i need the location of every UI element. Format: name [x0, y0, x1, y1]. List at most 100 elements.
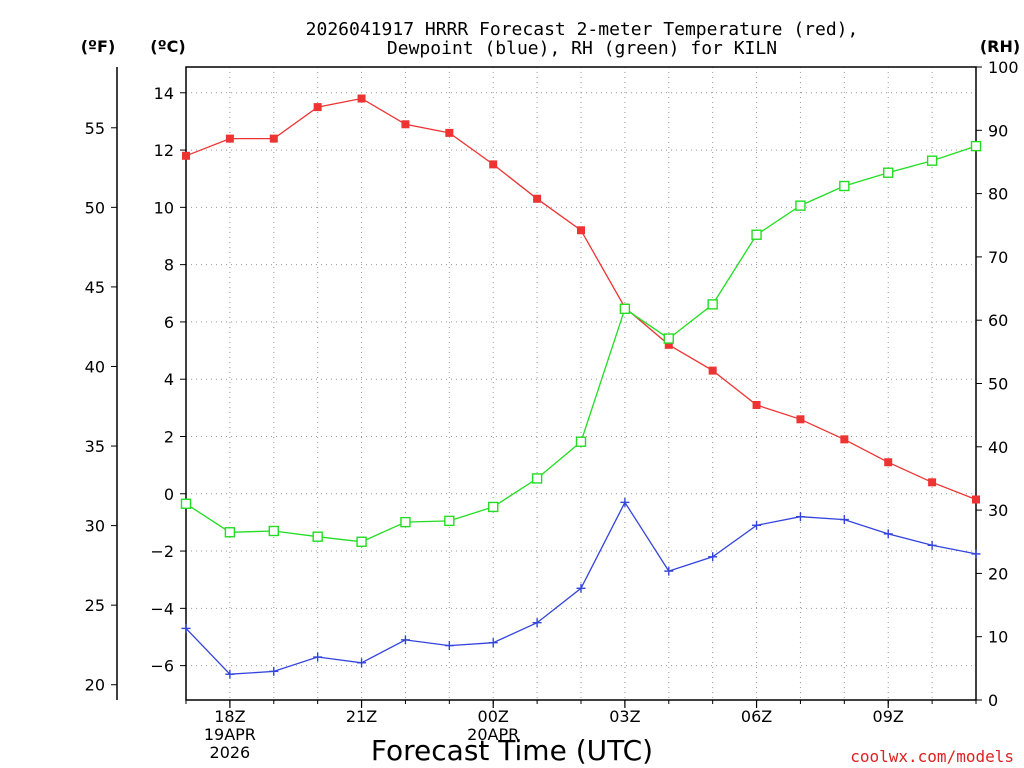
celsius-tick-label: 0 — [164, 485, 174, 504]
x-tick-label: 21Z — [346, 707, 377, 726]
data-point — [225, 669, 235, 679]
data-point — [182, 151, 190, 160]
data-point — [313, 652, 323, 662]
fahrenheit-tick-label: 35 — [85, 437, 105, 456]
data-point — [972, 495, 980, 504]
data-point — [752, 400, 761, 409]
data-point — [707, 299, 718, 310]
data-point — [445, 128, 454, 137]
data-point — [488, 501, 499, 513]
plot-frame — [185, 66, 977, 701]
data-point — [444, 515, 455, 527]
celsius-tick-label: 6 — [164, 313, 174, 332]
data-point — [927, 540, 937, 550]
data-point — [795, 512, 805, 522]
data-point — [575, 436, 587, 447]
rh-unit-label: (RH) — [980, 37, 1020, 56]
rh-tick-label: 0 — [988, 691, 998, 710]
data-point — [531, 473, 543, 484]
celsius-tick-label: −2 — [150, 542, 174, 561]
rh-tick-label: 30 — [988, 501, 1008, 520]
x-tick-label: 03Z — [609, 707, 640, 726]
data-point — [884, 458, 893, 467]
data-point — [971, 549, 981, 559]
celsius-tick-label: 8 — [164, 256, 174, 275]
data-point — [400, 516, 411, 528]
data-point — [664, 566, 674, 576]
data-point — [795, 200, 806, 211]
data-point — [356, 536, 367, 547]
data-point — [926, 155, 938, 166]
celsius-tick-label: −6 — [150, 657, 174, 676]
x-axis-label: Forecast Time (UTC) — [371, 734, 653, 767]
fahrenheit-unit-label: (ºF) — [81, 37, 116, 56]
data-point — [708, 366, 717, 375]
data-point — [752, 520, 762, 530]
data-point — [970, 140, 982, 152]
data-point — [268, 525, 279, 537]
data-point — [620, 497, 630, 507]
rh-tick-label: 40 — [988, 438, 1008, 457]
series-dewpoint — [181, 497, 981, 679]
x-tick-label: 18Z — [214, 707, 245, 726]
celsius-tick-label: 10 — [154, 198, 174, 217]
rh-tick-label: 90 — [988, 121, 1008, 140]
rh-tick-label: 50 — [988, 375, 1008, 394]
chart-title-line-2: Dewpoint (blue), RH (green) for KILN — [387, 38, 777, 59]
celsius-tick-label: 2 — [164, 427, 174, 446]
data-point — [664, 340, 673, 349]
data-point — [312, 531, 323, 542]
x-tick-sublabel: 19APR — [204, 725, 256, 744]
data-point — [840, 435, 849, 444]
axes: 14121086420−2−4−655504540353025201009080… — [85, 58, 1019, 762]
data-point — [577, 226, 585, 235]
fahrenheit-tick-label: 20 — [85, 676, 105, 695]
credit-label: coolwx.com/models — [850, 747, 1014, 766]
series-2-meter-temperature — [182, 94, 980, 504]
data-point — [533, 194, 542, 203]
data-point — [928, 478, 937, 487]
data-point — [269, 666, 279, 676]
data-point — [357, 658, 367, 668]
data-point — [180, 498, 192, 509]
chart-title-line-1: 2026041917 HRRR Forecast 2-meter Tempera… — [306, 19, 859, 40]
celsius-tick-label: 12 — [154, 141, 174, 160]
data-point — [708, 552, 718, 562]
data-point — [619, 303, 631, 315]
rh-tick-label: 70 — [988, 248, 1008, 267]
data-point — [489, 160, 498, 169]
data-point — [796, 415, 805, 424]
rh-tick-label: 100 — [988, 58, 1019, 77]
x-tick-label: 00Z — [478, 707, 509, 726]
fahrenheit-tick-label: 30 — [85, 517, 105, 536]
data-point — [225, 134, 234, 143]
data-point — [357, 94, 366, 103]
data-point — [400, 635, 410, 645]
celsius-tick-label: −4 — [150, 599, 174, 618]
data-point — [401, 120, 410, 129]
fahrenheit-tick-label: 50 — [85, 198, 105, 217]
fahrenheit-tick-label: 55 — [85, 119, 105, 138]
fahrenheit-tick-label: 25 — [85, 596, 105, 615]
data-point — [576, 583, 586, 593]
x-tick-sublabel: 2026 — [210, 743, 251, 762]
fahrenheit-tick-label: 40 — [85, 357, 105, 376]
fahrenheit-tick-label: 45 — [85, 278, 105, 297]
x-tick-label: 09Z — [873, 707, 904, 726]
data-point — [313, 103, 322, 112]
celsius-unit-label: (ºC) — [150, 37, 185, 56]
data-point — [488, 638, 498, 648]
data-point — [532, 618, 542, 628]
data-point — [663, 333, 674, 344]
data-point — [751, 229, 762, 240]
data-point — [883, 167, 894, 178]
rh-tick-label: 10 — [988, 628, 1008, 647]
x-tick-label: 06Z — [741, 707, 772, 726]
data-point — [883, 529, 893, 539]
gridlines — [186, 67, 976, 700]
data-point — [269, 134, 278, 143]
celsius-tick-label: 14 — [154, 84, 174, 103]
data-point — [444, 641, 454, 651]
data-point — [181, 623, 191, 633]
